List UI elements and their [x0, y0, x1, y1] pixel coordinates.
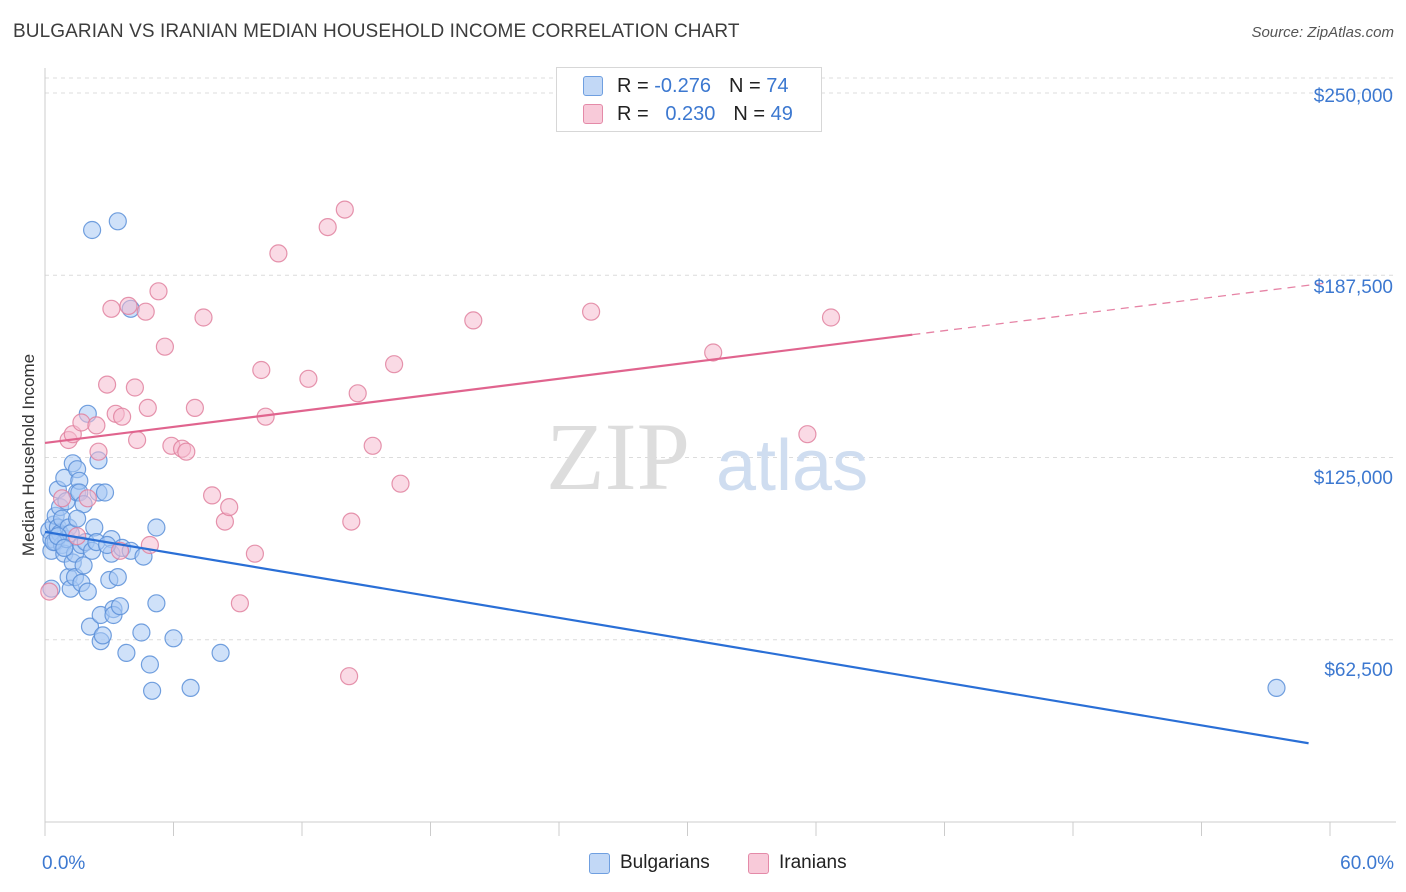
iranian-point-24: [177, 442, 196, 461]
iranian-point-26: [194, 308, 213, 327]
iranian-point-35: [299, 369, 318, 388]
iranian-point-20: [149, 282, 168, 301]
iranian-point-46: [704, 343, 723, 362]
iranian-point-41: [363, 436, 382, 455]
bulgarian-point-51: [108, 212, 127, 231]
iranian-point-8: [89, 442, 108, 461]
iranian-point-13: [112, 407, 132, 426]
bottom-legend-swatch-pink: [748, 852, 769, 874]
legend-n-value: 74: [766, 74, 789, 97]
correlation-legend: R = -0.276 N = 74 R = 0.230 N = 49: [556, 67, 822, 132]
watermark: ZIP atlas: [546, 403, 868, 510]
iranian-point-10: [102, 299, 121, 318]
iranian-point-12: [110, 541, 130, 560]
iranian-point-29: [220, 498, 239, 517]
iranian-point-37: [335, 200, 354, 219]
bulgarian-point-61: [147, 518, 166, 537]
iranian-point-32: [252, 360, 271, 380]
bulgarian-point-32: [78, 582, 97, 601]
iranian-point-5: [72, 413, 91, 432]
bulgarian-point-71: [67, 509, 87, 528]
legend-swatch-blue: [583, 76, 603, 96]
legend-r-label: R =: [617, 74, 649, 97]
y-axis-label: Median Household Income: [19, 353, 38, 557]
iranian-point-44: [464, 311, 483, 330]
points-layer: [40, 200, 1286, 700]
bulgarian-point-50: [108, 567, 127, 587]
bulgarian-point-62: [147, 594, 166, 613]
iranian-point-14: [119, 296, 138, 315]
bulgarian-point-73: [1267, 678, 1286, 698]
bulgarian-point-68: [55, 538, 74, 558]
trend-layer: [44, 281, 1331, 745]
bulgarian-point-54: [117, 643, 136, 663]
bulgarian-point-34: [80, 617, 100, 636]
bulgarian-point-57: [132, 623, 151, 642]
bulgarian-point-65: [211, 643, 230, 663]
iranian-point-43: [391, 474, 410, 493]
legend-row-bulgarians: R = -0.276 N = 74: [583, 73, 788, 99]
bottom-legend-bulgarians: Bulgarians: [589, 852, 710, 874]
iranian-point-0: [40, 582, 59, 601]
iranian-point-21: [155, 337, 174, 356]
iranian-point-31: [245, 544, 264, 563]
iranian-point-45: [581, 302, 601, 321]
legend-n-label: N =: [728, 74, 761, 97]
watermark-zip: ZIP: [546, 403, 690, 510]
bulgarian-point-52: [110, 597, 130, 616]
bottom-legend-iranians: Iranians: [748, 852, 847, 874]
legend-r-value: 0.230: [665, 102, 716, 125]
bottom-legend-swatch-blue: [589, 852, 610, 874]
legend-n-value: 49: [770, 102, 793, 125]
chart-title: BULGARIAN VS IRANIAN MEDIAN HOUSEHOLD IN…: [13, 21, 740, 42]
bottom-legend-label-bulgarians: Bulgarians: [620, 852, 710, 873]
bulgarian-point-36: [82, 220, 102, 240]
legend-n-label: N =: [733, 102, 766, 125]
legend-swatch-pink: [583, 104, 603, 124]
bulgarian-point-63: [164, 629, 183, 648]
iranian-point-7: [87, 416, 106, 435]
bulgarian-point-44: [95, 483, 115, 502]
iranians-trend-line: [44, 333, 913, 445]
x-tick-label-min: 0.0%: [42, 853, 86, 874]
source-credit: Source: ZipAtlas.com: [1251, 24, 1394, 41]
iranian-point-1: [52, 489, 72, 508]
iranian-point-17: [136, 302, 155, 321]
iranian-point-27: [203, 486, 222, 505]
bulgarian-point-43: [93, 626, 112, 645]
iranian-point-47: [798, 425, 817, 444]
bulgarian-point-64: [181, 678, 200, 698]
y-tick-label-125000: $125,000: [1313, 468, 1393, 489]
iranian-point-34: [269, 244, 288, 263]
axis-layer: [44, 68, 1396, 836]
iranian-point-42: [385, 355, 404, 374]
iranian-point-18: [138, 398, 157, 417]
x-tick-label-max: 60.0%: [1340, 853, 1394, 874]
iranian-point-40: [348, 384, 367, 403]
iranians-trend-extension: [912, 281, 1331, 336]
iranian-point-38: [340, 667, 359, 686]
iranian-point-15: [125, 378, 144, 397]
iranian-point-30: [230, 594, 249, 613]
iranian-point-6: [78, 489, 97, 508]
y-tick-label-250000: $250,000: [1313, 86, 1393, 107]
bottom-legend-label-iranians: Iranians: [779, 852, 847, 873]
iranian-point-48: [821, 308, 841, 327]
iranian-point-25: [185, 398, 204, 417]
bulgarian-point-59: [140, 655, 159, 674]
legend-r-label: R =: [617, 102, 649, 125]
legend-row-iranians: R = 0.230 N = 49: [583, 101, 793, 127]
bulgarian-point-60: [143, 681, 162, 700]
y-tick-label-62500: $62,500: [1324, 660, 1393, 681]
y-tick-label-187500: $187,500: [1313, 277, 1393, 298]
iranian-point-9: [97, 375, 117, 394]
bulgarians-trend-line: [44, 530, 1309, 745]
iranian-point-39: [342, 512, 361, 531]
legend-r-value: -0.276: [654, 74, 711, 97]
bulgarian-point-30: [74, 556, 93, 575]
watermark-atlas: atlas: [716, 426, 868, 506]
iranian-point-36: [318, 218, 337, 237]
iranian-point-16: [128, 430, 147, 450]
